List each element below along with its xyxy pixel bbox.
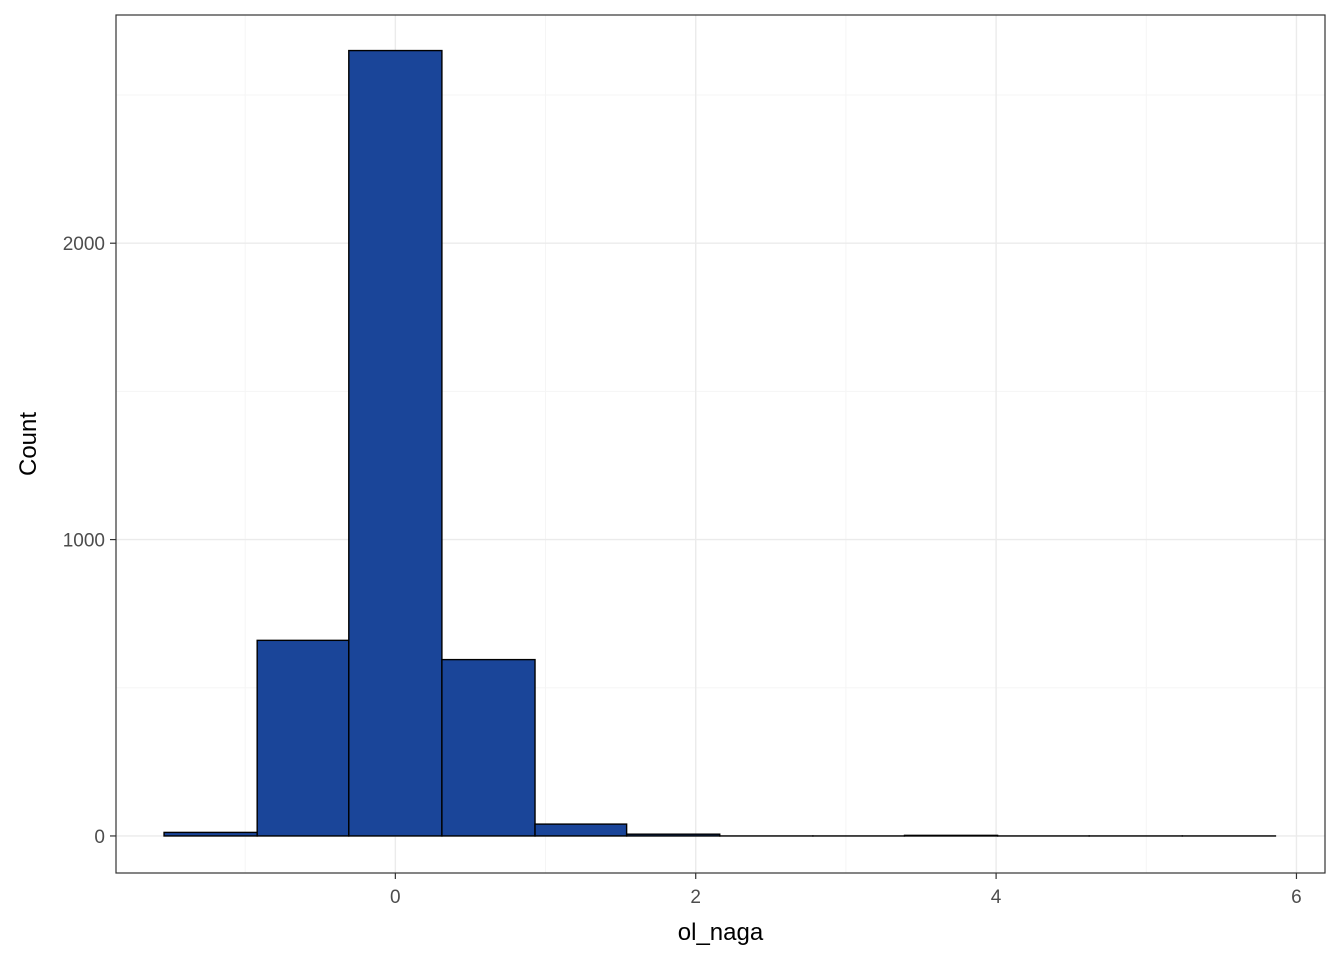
histogram-bar (256, 639, 350, 837)
x-axis-ticks: 0 2 4 6 (390, 873, 1302, 908)
histogram-bars (163, 49, 1277, 837)
histogram-bar (163, 831, 258, 837)
histogram-bar (348, 49, 443, 837)
histogram-bar (625, 833, 721, 837)
histogram-bar (903, 834, 999, 837)
panel-border (115, 14, 1326, 874)
y-tick-label: 0 (94, 827, 105, 848)
histogram-bar (441, 658, 536, 837)
histogram-bar (534, 823, 628, 837)
x-axis-title: ol_naga (678, 919, 764, 946)
x-tick-label: 4 (991, 887, 1002, 908)
y-axis-ticks: 0 1000 2000 (63, 234, 116, 848)
x-tick-label: 6 (1291, 887, 1302, 908)
x-tick-label: 2 (690, 887, 701, 908)
y-tick-label: 1000 (63, 531, 105, 552)
x-tick-label: 0 (390, 887, 401, 908)
y-axis-title: Count (15, 412, 42, 476)
y-tick-label: 2000 (63, 234, 105, 255)
